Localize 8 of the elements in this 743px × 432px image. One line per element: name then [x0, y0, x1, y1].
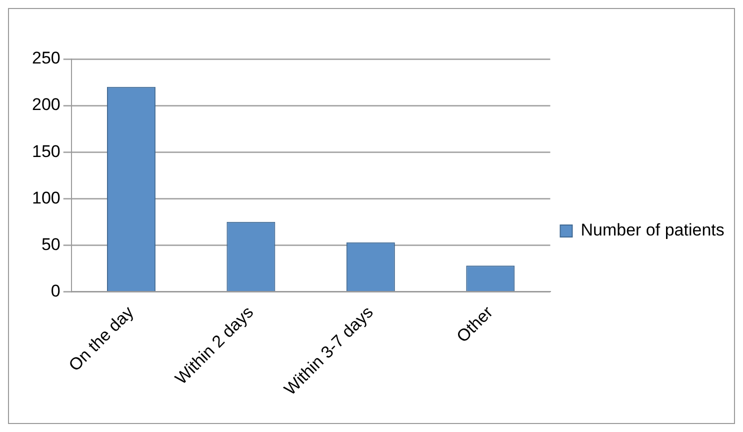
y-tick-label: 0 [50, 281, 60, 300]
x-tick-label: On the day [65, 302, 138, 375]
y-tick-label: 250 [32, 48, 60, 68]
y-tick-label: 200 [32, 95, 60, 114]
y-tick-label: 150 [32, 142, 60, 161]
legend-label: Number of patients [580, 220, 724, 240]
y-tick-label: 100 [32, 188, 60, 208]
y-tick-label: 50 [41, 234, 60, 254]
